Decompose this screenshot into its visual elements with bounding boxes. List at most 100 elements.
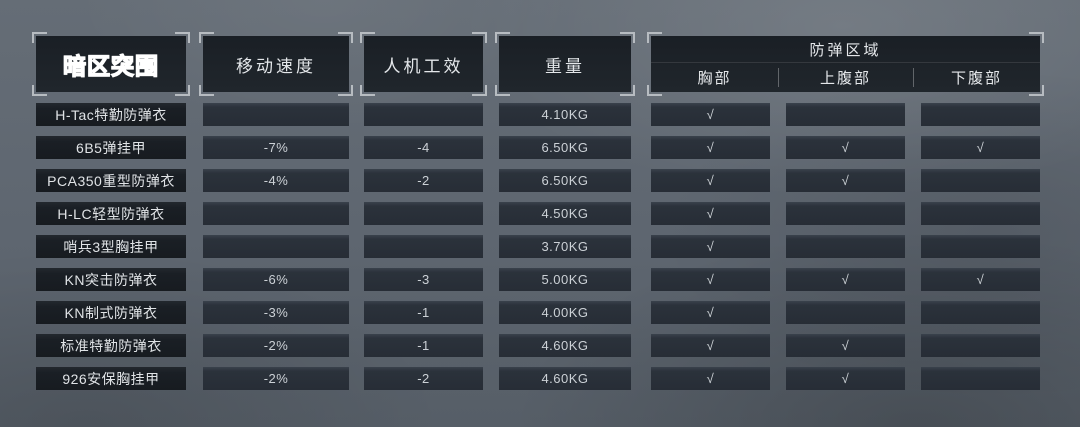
armor-name-cell: 哨兵3型胸挂甲 — [36, 235, 186, 258]
armor-name-cell: H-Tac特勤防弹衣 — [36, 103, 186, 126]
armor-rows: H-Tac特勤防弹衣 4.10KG √ 6B5弹挂甲 -7% -4 6.50KG… — [0, 103, 1080, 400]
weight-cell: 5.00KG — [499, 268, 631, 291]
ergonomics-cell: -4 — [364, 136, 483, 159]
upper-abdomen-protection-cell — [786, 235, 905, 258]
speed-cell: -7% — [203, 136, 349, 159]
check-mark: √ — [976, 272, 985, 287]
table-row: H-Tac特勤防弹衣 4.10KG √ — [0, 103, 1080, 126]
weight-cell: 3.70KG — [499, 235, 631, 258]
ergonomics-cell: -1 — [364, 334, 483, 357]
check-mark: √ — [706, 371, 715, 386]
table-row: 926安保胸挂甲 -2% -2 4.60KG √ √ — [0, 367, 1080, 390]
ergonomics-cell: -1 — [364, 301, 483, 324]
armor-name-cell: 标准特勤防弹衣 — [36, 334, 186, 357]
lower-abdomen-protection-cell — [921, 367, 1040, 390]
column-header-ergonomics: 人机工效 — [360, 32, 487, 96]
check-mark: √ — [841, 173, 850, 188]
check-mark: √ — [976, 140, 985, 155]
game-logo-box: 暗区突围 — [32, 32, 190, 96]
armor-name-cell: KN突击防弹衣 — [36, 268, 186, 291]
upper-abdomen-protection-cell: √ — [786, 136, 905, 159]
table-row: PCA350重型防弹衣 -4% -2 6.50KG √ √ — [0, 169, 1080, 192]
check-mark: √ — [706, 206, 715, 221]
lower-abdomen-protection-cell — [921, 334, 1040, 357]
speed-cell — [203, 202, 349, 225]
upper-abdomen-protection-cell: √ — [786, 367, 905, 390]
ergonomics-cell — [364, 103, 483, 126]
protection-zones-subheader: 胸部 上腹部 下腹部 — [651, 62, 1040, 92]
lower-abdomen-protection-cell: √ — [921, 268, 1040, 291]
column-header-ergonomics-label: 人机工效 — [383, 56, 464, 76]
speed-cell: -3% — [203, 301, 349, 324]
column-header-weight: 重量 — [495, 32, 635, 96]
weight-cell: 4.10KG — [499, 103, 631, 126]
speed-cell: -2% — [203, 367, 349, 390]
ergonomics-cell — [364, 202, 483, 225]
upper-abdomen-protection-cell: √ — [786, 169, 905, 192]
chest-protection-cell: √ — [651, 301, 770, 324]
check-mark: √ — [841, 338, 850, 353]
check-mark: √ — [706, 140, 715, 155]
armor-name-cell: H-LC轻型防弹衣 — [36, 202, 186, 225]
weight-cell: 4.60KG — [499, 334, 631, 357]
armor-name-cell: PCA350重型防弹衣 — [36, 169, 186, 192]
weight-cell: 4.50KG — [499, 202, 631, 225]
armor-name-cell: 926安保胸挂甲 — [36, 367, 186, 390]
subheader-upper-abdomen: 上腹部 — [778, 63, 913, 92]
table-row: H-LC轻型防弹衣 4.50KG √ — [0, 202, 1080, 225]
armor-name-cell: KN制式防弹衣 — [36, 301, 186, 324]
chest-protection-cell: √ — [651, 334, 770, 357]
speed-cell — [203, 235, 349, 258]
upper-abdomen-protection-cell: √ — [786, 334, 905, 357]
upper-abdomen-protection-cell — [786, 103, 905, 126]
game-logo: 暗区突围 — [62, 52, 159, 79]
subheader-chest: 胸部 — [697, 70, 732, 87]
check-mark: √ — [706, 173, 715, 188]
lower-abdomen-protection-cell — [921, 103, 1040, 126]
lower-abdomen-protection-cell: √ — [921, 136, 1040, 159]
chest-protection-cell: √ — [651, 136, 770, 159]
upper-abdomen-protection-cell — [786, 301, 905, 324]
chest-protection-cell: √ — [651, 367, 770, 390]
check-mark: √ — [841, 140, 850, 155]
check-mark: √ — [706, 338, 715, 353]
speed-cell: -6% — [203, 268, 349, 291]
column-header-protection-zones: 防弹区域 胸部 上腹部 下腹部 — [647, 32, 1044, 96]
chest-protection-cell: √ — [651, 103, 770, 126]
chest-protection-cell: √ — [651, 268, 770, 291]
upper-abdomen-protection-cell — [786, 202, 905, 225]
table-row: KN突击防弹衣 -6% -3 5.00KG √ √ √ — [0, 268, 1080, 291]
weight-cell: 6.50KG — [499, 136, 631, 159]
lower-abdomen-protection-cell — [921, 169, 1040, 192]
column-header-speed-label: 移动速度 — [236, 56, 316, 76]
table-row: 6B5弹挂甲 -7% -4 6.50KG √ √ √ — [0, 136, 1080, 159]
speed-cell: -2% — [203, 334, 349, 357]
column-header-speed: 移动速度 — [199, 32, 353, 96]
protection-zones-title: 防弹区域 — [809, 41, 882, 59]
ergonomics-cell: -2 — [364, 367, 483, 390]
check-mark: √ — [706, 305, 715, 320]
upper-abdomen-protection-cell: √ — [786, 268, 905, 291]
weight-cell: 4.60KG — [499, 367, 631, 390]
check-mark: √ — [841, 272, 850, 287]
weight-cell: 4.00KG — [499, 301, 631, 324]
table-row: 标准特勤防弹衣 -2% -1 4.60KG √ √ — [0, 334, 1080, 357]
column-header-weight-label: 重量 — [545, 56, 585, 76]
table-row: 哨兵3型胸挂甲 3.70KG √ — [0, 235, 1080, 258]
ergonomics-cell: -3 — [364, 268, 483, 291]
check-mark: √ — [841, 371, 850, 386]
check-mark: √ — [706, 272, 715, 287]
lower-abdomen-protection-cell — [921, 235, 1040, 258]
weight-cell: 6.50KG — [499, 169, 631, 192]
chest-protection-cell: √ — [651, 202, 770, 225]
chest-protection-cell: √ — [651, 235, 770, 258]
subheader-lower-abdomen: 下腹部 — [913, 63, 1040, 92]
table-row: KN制式防弹衣 -3% -1 4.00KG √ — [0, 301, 1080, 324]
check-mark: √ — [706, 107, 715, 122]
armor-name-cell: 6B5弹挂甲 — [36, 136, 186, 159]
ergonomics-cell — [364, 235, 483, 258]
lower-abdomen-protection-cell — [921, 202, 1040, 225]
chest-protection-cell: √ — [651, 169, 770, 192]
lower-abdomen-protection-cell — [921, 301, 1040, 324]
